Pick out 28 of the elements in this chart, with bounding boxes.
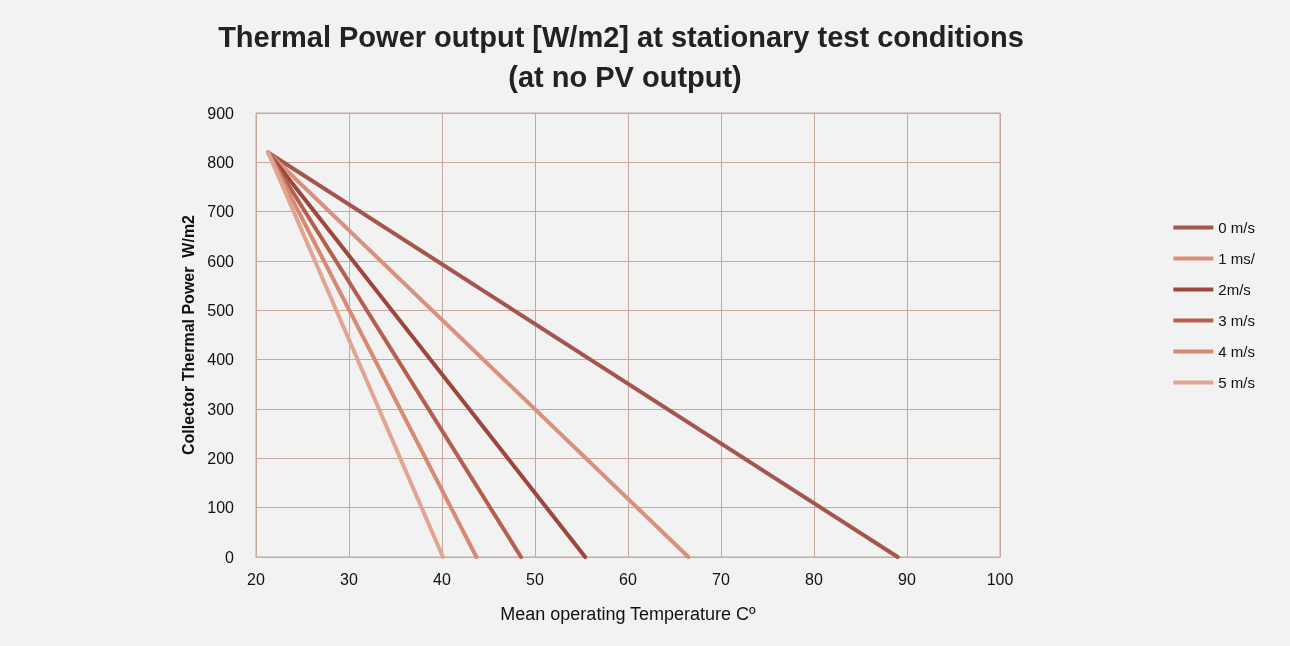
legend-label: 1 ms/ <box>1218 250 1256 267</box>
x-axis-title: Mean operating Temperature Cº <box>500 604 757 624</box>
y-tick-label: 800 <box>207 153 235 171</box>
y-tick-label: 700 <box>207 203 235 221</box>
y-tick-label: 200 <box>207 449 235 467</box>
x-tick-label: 60 <box>619 570 637 588</box>
y-tick-label: 300 <box>207 400 235 418</box>
legend-label: 4 m/s <box>1218 343 1256 360</box>
y-tick-label: 100 <box>207 499 235 517</box>
y-tick-label: 500 <box>207 301 235 319</box>
x-tick-label: 70 <box>712 570 730 588</box>
legend-label: 2m/s <box>1218 281 1251 298</box>
x-tick-label: 30 <box>340 570 358 588</box>
x-tick-label: 100 <box>986 570 1014 588</box>
legend-label: 5 m/s <box>1218 374 1256 391</box>
x-tick-label: 50 <box>526 570 544 588</box>
legend-label: 3 m/s <box>1218 312 1256 329</box>
y-tick-label: 400 <box>207 351 235 369</box>
x-tick-label: 80 <box>805 570 823 588</box>
y-tick-label: 900 <box>207 104 235 122</box>
x-tick-label: 20 <box>247 570 265 588</box>
legend-label: 0 m/s <box>1218 219 1256 236</box>
y-tick-label: 600 <box>207 252 235 270</box>
y-axis-title: Collector Thermal Power W/m2 <box>179 214 197 456</box>
x-tick-label: 40 <box>433 570 451 588</box>
x-tick-label: 90 <box>898 570 916 588</box>
y-tick-label: 0 <box>225 548 235 566</box>
chart-title: Thermal Power output [W/m2] at stationary test conditions (at no PV output) <box>218 21 1032 93</box>
